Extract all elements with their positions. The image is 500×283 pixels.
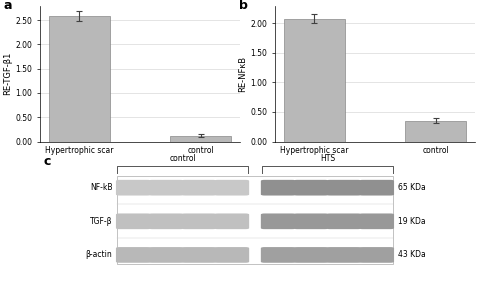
Bar <box>406 121 466 142</box>
Text: β-actin: β-actin <box>86 250 112 260</box>
Text: a: a <box>4 0 12 12</box>
FancyBboxPatch shape <box>326 180 362 196</box>
FancyBboxPatch shape <box>214 180 249 196</box>
Text: HTS: HTS <box>320 155 335 163</box>
FancyBboxPatch shape <box>326 247 362 263</box>
Bar <box>284 19 344 142</box>
Y-axis label: RE-NFκB: RE-NFκB <box>238 55 248 92</box>
FancyBboxPatch shape <box>148 213 184 229</box>
FancyBboxPatch shape <box>116 247 151 263</box>
FancyBboxPatch shape <box>116 180 151 196</box>
FancyBboxPatch shape <box>294 213 328 229</box>
Text: TGF-β: TGF-β <box>90 217 112 226</box>
FancyBboxPatch shape <box>261 180 296 196</box>
FancyBboxPatch shape <box>214 247 249 263</box>
Text: 19 KDa: 19 KDa <box>398 217 425 226</box>
Bar <box>49 16 110 142</box>
Text: 43 KDa: 43 KDa <box>398 250 425 260</box>
FancyBboxPatch shape <box>182 213 216 229</box>
Text: 65 KDa: 65 KDa <box>398 183 425 192</box>
Text: control: control <box>169 155 196 163</box>
Text: b: b <box>239 0 248 12</box>
FancyBboxPatch shape <box>148 247 184 263</box>
FancyBboxPatch shape <box>148 180 184 196</box>
Bar <box>117 176 393 264</box>
FancyBboxPatch shape <box>261 213 296 229</box>
FancyBboxPatch shape <box>116 213 151 229</box>
FancyBboxPatch shape <box>359 180 394 196</box>
FancyBboxPatch shape <box>359 213 394 229</box>
Text: NF-kB: NF-kB <box>90 183 112 192</box>
FancyBboxPatch shape <box>182 247 216 263</box>
Bar <box>170 136 231 142</box>
FancyBboxPatch shape <box>214 213 249 229</box>
FancyBboxPatch shape <box>294 247 328 263</box>
Text: c: c <box>44 155 51 168</box>
FancyBboxPatch shape <box>359 247 394 263</box>
Y-axis label: RE-TGF-β1: RE-TGF-β1 <box>4 52 13 95</box>
FancyBboxPatch shape <box>326 213 362 229</box>
FancyBboxPatch shape <box>294 180 328 196</box>
FancyBboxPatch shape <box>182 180 216 196</box>
FancyBboxPatch shape <box>261 247 296 263</box>
